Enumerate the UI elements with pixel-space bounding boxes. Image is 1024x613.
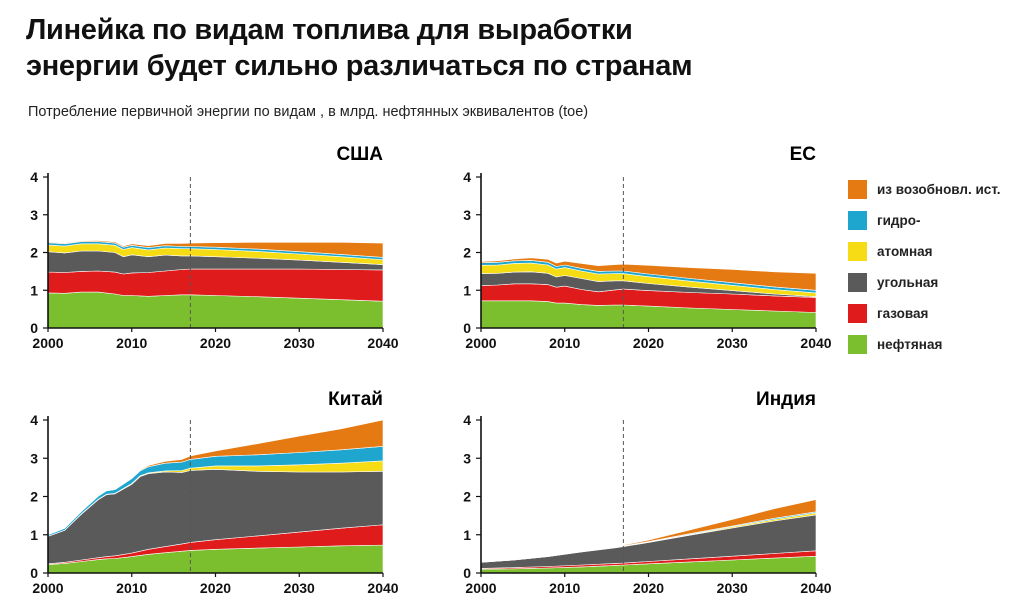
legend-item-hydro: гидро-: [848, 205, 1018, 236]
title-line-1: Линейка по видам топлива для выработки: [26, 14, 633, 46]
chart-title: США: [336, 144, 383, 165]
legend-item-renew: из возобновл. ист.: [848, 174, 1018, 205]
legend-swatch: [848, 242, 867, 261]
x-tick-label: 2010: [116, 335, 147, 351]
area-renew: [47, 419, 384, 536]
x-tick-label: 2010: [116, 580, 147, 596]
y-tick-label: 3: [463, 207, 471, 223]
title-line-2: энергии будет сильно различаться по стра…: [26, 50, 693, 82]
y-tick-label: 1: [463, 527, 471, 543]
legend-item-gas: газовая: [848, 298, 1018, 329]
x-tick-label: 2010: [549, 580, 580, 596]
y-tick-label: 0: [463, 565, 471, 581]
y-tick-label: 0: [463, 320, 471, 336]
y-tick-label: 2: [463, 245, 471, 261]
legend-label: газовая: [877, 306, 929, 321]
chart-title: Индия: [756, 389, 816, 410]
legend-label: нефтяная: [877, 337, 943, 352]
chart-subtitle: Потребление первичной энергии по видам ,…: [28, 104, 589, 120]
legend-label: гидро-: [877, 213, 921, 228]
legend-item-oil: нефтяная: [848, 329, 1018, 360]
y-tick-label: 2: [463, 489, 471, 505]
legend-swatch: [848, 273, 867, 292]
x-tick-label: 2030: [284, 335, 315, 351]
x-tick-label: 2040: [800, 580, 831, 596]
x-tick-label: 2000: [32, 580, 63, 596]
y-tick-label: 4: [463, 169, 471, 185]
x-tick-label: 2040: [800, 335, 831, 351]
x-tick-label: 2030: [284, 580, 315, 596]
legend-swatch: [848, 304, 867, 323]
x-tick-label: 2020: [200, 580, 231, 596]
y-tick-label: 0: [30, 565, 38, 581]
chart-title: Китай: [328, 389, 383, 410]
x-tick-label: 2030: [717, 335, 748, 351]
area-renew: [480, 257, 817, 291]
y-tick-label: 0: [30, 320, 38, 336]
x-tick-label: 2000: [465, 580, 496, 596]
y-tick-label: 1: [30, 527, 38, 543]
chart-panel-3: 0 1 2 3 4 2000 2010 2020 2030 2040 Индия: [463, 389, 832, 596]
y-tick-label: 2: [30, 245, 38, 261]
y-tick-label: 4: [30, 169, 38, 185]
y-tick-label: 3: [463, 450, 471, 466]
x-tick-label: 2020: [633, 335, 664, 351]
legend-label: из возобновл. ист.: [877, 182, 1001, 197]
legend-label: угольная: [877, 275, 939, 290]
x-tick-label: 2040: [367, 335, 398, 351]
x-tick-label: 2020: [200, 335, 231, 351]
x-tick-label: 2020: [633, 580, 664, 596]
legend-item-nuclear: атомная: [848, 236, 1018, 267]
x-tick-label: 2040: [367, 580, 398, 596]
y-tick-label: 1: [463, 282, 471, 298]
legend-swatch: [848, 180, 867, 199]
x-tick-label: 2000: [465, 335, 496, 351]
area-renew: [47, 240, 384, 258]
y-tick-label: 2: [30, 489, 38, 505]
page-title: Линейка по видам топлива для выработки э…: [26, 12, 693, 84]
x-tick-label: 2030: [717, 580, 748, 596]
chart-panel-2: 0 1 2 3 4 2000 2010 2020 2030 2040 Китай: [30, 389, 399, 596]
y-tick-label: 4: [463, 412, 471, 428]
legend-label: атомная: [877, 244, 933, 259]
y-tick-label: 1: [30, 282, 38, 298]
legend-swatch: [848, 211, 867, 230]
x-tick-label: 2000: [32, 335, 63, 351]
x-tick-label: 2010: [549, 335, 580, 351]
y-tick-label: 3: [30, 450, 38, 466]
chart-panel-1: 0 1 2 3 4 2000 2010 2020 2030 2040 ЕС: [463, 144, 832, 351]
legend-swatch: [848, 335, 867, 354]
chart-title: ЕС: [790, 144, 817, 165]
area-renew: [480, 499, 817, 563]
y-tick-label: 4: [30, 412, 38, 428]
legend-item-coal: угольная: [848, 267, 1018, 298]
legend: из возобновл. ист. гидро-атомная угольная г…: [848, 174, 1018, 360]
chart-panel-0: 0 1 2 3 4 2000 2010 2020 2030 2040 США: [30, 144, 399, 351]
y-tick-label: 3: [30, 207, 38, 223]
